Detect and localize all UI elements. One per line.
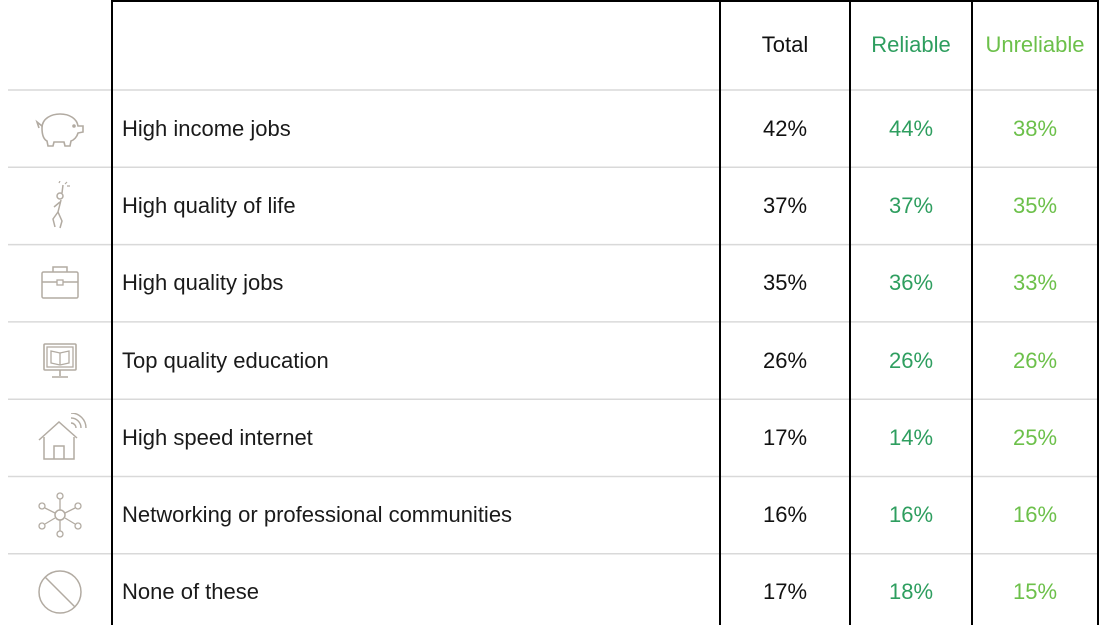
reliable-value: 37% bbox=[888, 192, 934, 218]
unreliable-value: 25% bbox=[1012, 424, 1058, 450]
total-value: 42% bbox=[762, 115, 808, 141]
unreliable-value: 33% bbox=[1012, 270, 1058, 296]
reliable-value: 44% bbox=[888, 115, 934, 141]
row-label: Top quality education bbox=[122, 347, 329, 373]
piggy-bank-icon bbox=[35, 112, 84, 147]
total-value: 17% bbox=[762, 424, 808, 450]
row-label: None of these bbox=[122, 579, 259, 605]
reliable-value: 18% bbox=[888, 579, 934, 605]
reliable-value: 36% bbox=[888, 270, 934, 296]
network-icon bbox=[38, 492, 82, 538]
unreliable-value: 15% bbox=[1012, 579, 1058, 605]
row-label: High quality jobs bbox=[122, 270, 284, 296]
reliable-value: 14% bbox=[888, 424, 934, 450]
header-reliable: Reliable bbox=[871, 32, 951, 57]
unreliable-value: 38% bbox=[1012, 115, 1058, 141]
reliable-value: 26% bbox=[888, 347, 934, 373]
total-value: 35% bbox=[762, 270, 808, 296]
house-wifi-icon bbox=[38, 412, 87, 460]
total-value: 26% bbox=[762, 347, 808, 373]
prohibited-icon bbox=[38, 570, 82, 615]
header-unreliable: Unreliable bbox=[985, 32, 1085, 57]
total-value: 37% bbox=[762, 192, 808, 218]
row-label: High speed internet bbox=[122, 424, 313, 450]
reliable-value: 16% bbox=[888, 502, 934, 528]
unreliable-value: 26% bbox=[1012, 347, 1058, 373]
total-value: 16% bbox=[762, 502, 808, 528]
unreliable-value: 16% bbox=[1012, 502, 1058, 528]
briefcase-icon bbox=[41, 266, 79, 299]
row-label: High income jobs bbox=[122, 115, 291, 141]
header-total: Total bbox=[761, 32, 809, 57]
row-label: Networking or professional communities bbox=[122, 502, 513, 528]
unreliable-value: 35% bbox=[1012, 192, 1058, 218]
row-label: High quality of life bbox=[122, 192, 296, 218]
total-value: 17% bbox=[762, 579, 808, 605]
reaching-person-icon bbox=[52, 180, 70, 229]
monitor-book-icon bbox=[43, 342, 77, 378]
